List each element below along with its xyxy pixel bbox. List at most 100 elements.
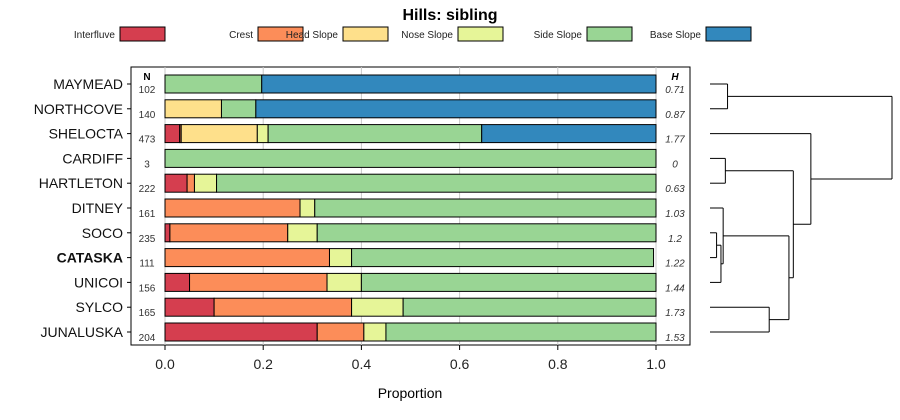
n-label: 235 <box>139 234 156 245</box>
legend-swatch <box>342 26 389 42</box>
h-labels: 0.71 0.87 1.77 0 0.63 1.03 1.2 1.22 1.44 1.73 1.53 <box>665 85 685 344</box>
n-label: 473 <box>139 135 156 146</box>
x-tick-label: 0.6 <box>450 356 470 372</box>
n-label: 165 <box>139 308 156 319</box>
category-label: JUNALUSKA <box>41 324 124 340</box>
chart-title: Hills: sibling <box>402 7 497 24</box>
n-label: 140 <box>139 110 156 121</box>
bar-segment <box>180 124 258 144</box>
dendrogram <box>710 83 893 333</box>
n-label: 102 <box>139 85 156 96</box>
bar-segment <box>193 173 218 193</box>
bar-segment <box>216 173 657 193</box>
bar-segment <box>169 223 289 243</box>
legend-label: Side Slope <box>534 30 583 41</box>
legend-swatch <box>119 26 166 42</box>
bar-segment <box>213 297 353 317</box>
legend-swatch <box>705 26 752 42</box>
category-label: MAYMEAD <box>53 76 123 92</box>
h-label: 1.73 <box>665 308 685 319</box>
category-label: NORTHCOVE <box>34 101 123 117</box>
x-tick-label: 0.0 <box>155 356 175 372</box>
bar-segment <box>220 99 257 119</box>
n-labels: 102 140 473 3 222 161 235 111 156 165 204 <box>139 85 156 344</box>
h-label: 0 <box>672 159 678 170</box>
h-label: 1.53 <box>665 333 685 344</box>
h-label: 1.77 <box>665 135 685 146</box>
bar-segment <box>402 297 657 317</box>
category-label: SOCO <box>82 225 123 241</box>
bar-segment <box>164 99 222 119</box>
category-label: DITNEY <box>72 200 124 216</box>
category-label: SHELOCTA <box>49 126 124 142</box>
bar-segment <box>164 322 318 342</box>
legend-label: Interfluve <box>74 30 116 41</box>
category-label: CATASKA <box>57 250 123 266</box>
n-label: 156 <box>139 283 156 294</box>
h-column-header: H <box>671 72 679 83</box>
bar-segment <box>299 198 316 218</box>
x-tick-label: 1.0 <box>646 356 666 372</box>
bar-segment <box>256 124 269 144</box>
n-label: 204 <box>139 333 156 344</box>
x-tick-label: 0.8 <box>548 356 568 372</box>
x-axis-title: Proportion <box>378 385 443 401</box>
legend-label: Head Slope <box>286 30 339 41</box>
category-label: UNICOI <box>74 274 123 290</box>
y-axis-labels: MAYMEAD NORTHCOVE SHELOCTA CARDIFF HARTLETON… <box>34 76 131 340</box>
legend-label: Nose Slope <box>401 30 453 41</box>
bar-segment <box>287 223 318 243</box>
bar-segment <box>360 272 657 292</box>
legend-label: Crest <box>229 30 253 41</box>
bar-segment <box>164 198 301 218</box>
x-axis: 0.0 0.2 0.4 0.6 0.8 1.0 <box>155 345 666 372</box>
bar-segment <box>351 248 655 268</box>
x-tick-label: 0.4 <box>352 356 372 372</box>
bar-segment <box>267 124 483 144</box>
bar-segment <box>481 124 657 144</box>
n-column-header: N <box>143 72 150 83</box>
plot-panel: N H 102 140 473 3 222 161 235 111 156 165 204 0.71… <box>130 66 691 346</box>
n-label: 161 <box>139 209 156 220</box>
bar-segment <box>164 148 657 168</box>
h-label: 0.87 <box>665 110 685 121</box>
h-label: 0.63 <box>665 184 685 195</box>
bar-segment <box>328 248 353 268</box>
legend-swatch <box>257 26 304 42</box>
n-label: 222 <box>139 184 156 195</box>
h-label: 1.03 <box>665 209 685 220</box>
legend: Interfluve Crest Head Slope Nose Slope Side … <box>74 26 752 42</box>
bar-segment <box>385 322 657 342</box>
bar-segment <box>326 272 362 292</box>
bars <box>164 74 657 342</box>
bar-segment <box>351 297 404 317</box>
legend-swatch <box>457 26 504 42</box>
category-label: HARTLETON <box>39 175 123 191</box>
bar-segment <box>164 248 330 268</box>
h-label: 1.2 <box>668 234 682 245</box>
n-label: 3 <box>144 159 150 170</box>
h-label: 1.44 <box>665 283 685 294</box>
h-label: 1.22 <box>665 259 685 270</box>
bar-segment <box>363 322 387 342</box>
bar-segment <box>316 322 365 342</box>
legend-swatch <box>586 26 633 42</box>
bar-segment <box>164 223 171 243</box>
bar-segment <box>255 99 657 119</box>
bar-segment <box>164 297 215 317</box>
h-label: 0.71 <box>665 85 684 96</box>
bar-segment <box>189 272 328 292</box>
bar-segment <box>186 173 195 193</box>
bar-segment <box>316 223 657 243</box>
x-tick-label: 0.2 <box>253 356 273 372</box>
bar-segment <box>164 272 191 292</box>
bar-segment <box>261 74 657 94</box>
category-label: SYLCO <box>76 299 124 315</box>
bar-segment <box>164 124 181 144</box>
n-label: 111 <box>139 259 155 270</box>
bar-segment <box>164 74 263 94</box>
legend-label: Base Slope <box>650 30 702 41</box>
bar-segment <box>164 173 188 193</box>
bar-segment <box>314 198 657 218</box>
